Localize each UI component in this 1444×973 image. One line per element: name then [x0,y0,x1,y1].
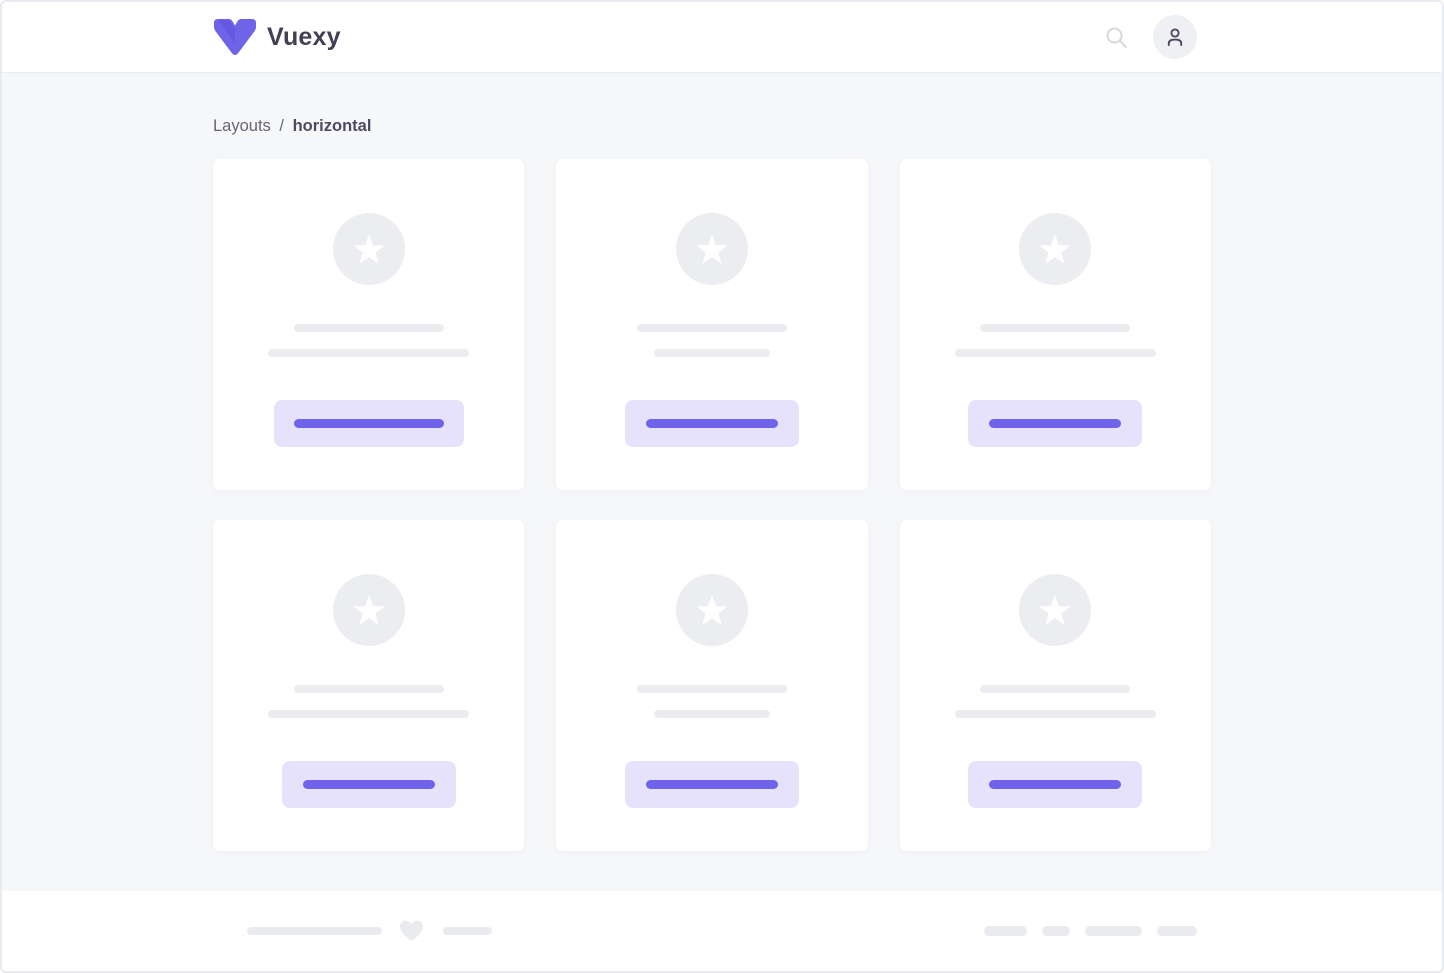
breadcrumb-separator: / [279,117,284,135]
placeholder-link [1042,926,1070,936]
placeholder-button[interactable] [624,761,799,808]
placeholder-card [899,520,1211,851]
breadcrumb-item-layouts[interactable]: Layouts [213,117,271,135]
placeholder-card [213,520,525,851]
star-icon [675,213,748,285]
placeholder-button-label [302,780,435,789]
placeholder-text-line [293,324,444,332]
placeholder-text-line [954,349,1156,357]
placeholder-text-line [653,349,770,357]
breadcrumb-item-current: horizontal [292,117,372,135]
placeholder-button[interactable] [968,761,1143,808]
placeholder-text-line [980,685,1131,693]
placeholder-text-line [653,710,770,718]
star-icon [675,574,748,646]
placeholder-text-line [636,685,787,693]
placeholder-text-line [247,927,382,935]
placeholder-card [556,159,868,490]
placeholder-link [1085,926,1142,936]
placeholder-text-line [980,324,1131,332]
vuexy-logo-icon [214,19,256,56]
placeholder-button-label [293,419,444,428]
placeholder-text-line [636,324,787,332]
user-avatar[interactable] [1153,15,1197,59]
breadcrumb: Layouts / horizontal [213,113,1211,139]
placeholder-button[interactable] [281,761,456,808]
footer-links-placeholder [984,926,1197,936]
heart-icon [400,920,423,942]
person-icon [1167,28,1183,46]
brand[interactable]: Vuexy [213,18,341,56]
placeholder-button-label [645,780,778,789]
app-header: Vuexy [2,2,1442,73]
star-icon [332,574,405,646]
star-icon [1019,574,1092,646]
app-title: Vuexy [267,22,341,51]
placeholder-text-line [268,349,470,357]
placeholder-text-line [443,927,492,935]
placeholder-button[interactable] [273,400,464,447]
star-icon [332,213,405,285]
placeholder-button-label [645,419,778,428]
placeholder-link [984,926,1027,936]
placeholder-button[interactable] [624,400,799,447]
content-area: Layouts / horizontal [2,73,1442,891]
placeholder-button[interactable] [968,400,1143,447]
placeholder-text-line [268,710,470,718]
placeholder-card [556,520,868,851]
placeholder-card [213,159,525,490]
card-grid [213,159,1211,851]
placeholder-text-line [293,685,444,693]
footer-copyright-placeholder [247,919,492,943]
placeholder-button-label [989,419,1122,428]
placeholder-link [1157,926,1197,936]
placeholder-card [899,159,1211,490]
app-footer [2,891,1442,971]
placeholder-button-label [989,780,1122,789]
star-icon [1019,213,1092,285]
search-icon[interactable] [1104,25,1128,49]
placeholder-text-line [954,710,1156,718]
